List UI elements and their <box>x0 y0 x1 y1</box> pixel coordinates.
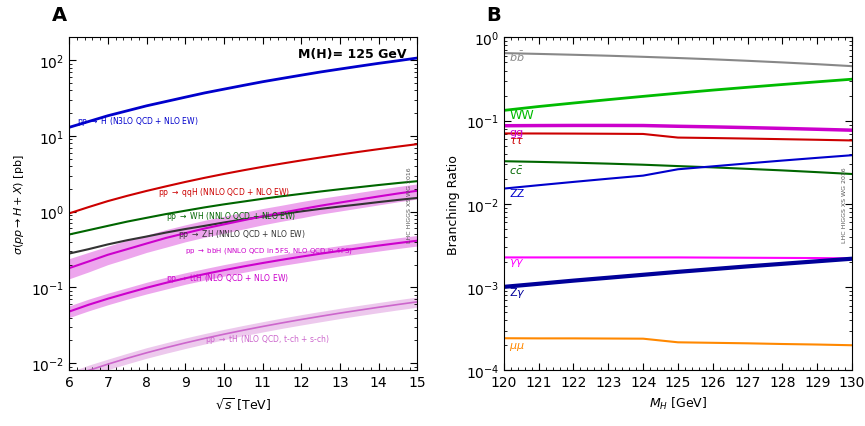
Text: pp $\rightarrow$ ttH (NLO QCD + NLO EW): pp $\rightarrow$ ttH (NLO QCD + NLO EW) <box>166 271 289 285</box>
Text: $c\bar{c}$: $c\bar{c}$ <box>509 164 523 177</box>
Text: WW: WW <box>509 109 534 122</box>
Text: Z$\gamma$: Z$\gamma$ <box>509 285 526 299</box>
Text: ZZ: ZZ <box>509 189 524 199</box>
X-axis label: $\sqrt{s}$ [TeV]: $\sqrt{s}$ [TeV] <box>215 395 272 412</box>
Text: B: B <box>486 6 501 25</box>
Text: LHC HIGGS XS WG 2016: LHC HIGGS XS WG 2016 <box>842 167 847 242</box>
Text: pp $\rightarrow$ tH (NLO QCD, t-ch + s-ch): pp $\rightarrow$ tH (NLO QCD, t-ch + s-c… <box>205 332 329 345</box>
Text: pp $\rightarrow$ ZH (NNLO QCD + NLO EW): pp $\rightarrow$ ZH (NNLO QCD + NLO EW) <box>177 227 305 240</box>
Text: pp $\rightarrow$ H (N3LO QCD + NLO EW): pp $\rightarrow$ H (N3LO QCD + NLO EW) <box>77 115 199 128</box>
Text: pp $\rightarrow$ qqH (NNLO QCD + NLO EW): pp $\rightarrow$ qqH (NNLO QCD + NLO EW) <box>158 185 291 199</box>
Y-axis label: $\sigma(pp \rightarrow H+X)$ [pb]: $\sigma(pp \rightarrow H+X)$ [pb] <box>11 154 26 255</box>
Text: pp $\rightarrow$ bbH (NNLO QCD in 5FS, NLO QCD in 4FS): pp $\rightarrow$ bbH (NNLO QCD in 5FS, N… <box>185 245 353 255</box>
Text: A: A <box>52 6 67 25</box>
Y-axis label: Branching Ratio: Branching Ratio <box>447 155 460 254</box>
Text: $\gamma\gamma$: $\gamma\gamma$ <box>509 256 525 268</box>
Text: LHC HIGGS XS WG 2016: LHC HIGGS XS WG 2016 <box>407 167 412 242</box>
Text: pp $\rightarrow$ WH (NNLO QCD + NLO EW): pp $\rightarrow$ WH (NNLO QCD + NLO EW) <box>166 210 296 223</box>
Text: $\mu\mu$: $\mu\mu$ <box>509 340 525 352</box>
Text: $b\bar{b}$: $b\bar{b}$ <box>509 50 525 64</box>
Text: M(H)= 125 GeV: M(H)= 125 GeV <box>298 48 407 61</box>
X-axis label: $M_H$ [GeV]: $M_H$ [GeV] <box>649 395 707 411</box>
Text: $\tau\tau$: $\tau\tau$ <box>509 136 524 146</box>
Text: gg: gg <box>509 127 523 137</box>
